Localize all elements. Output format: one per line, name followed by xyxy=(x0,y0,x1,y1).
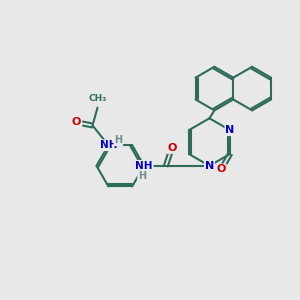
Text: N: N xyxy=(225,125,235,135)
Text: O: O xyxy=(216,164,226,174)
Text: H: H xyxy=(138,171,146,181)
Text: H: H xyxy=(114,135,122,145)
Text: NH: NH xyxy=(135,161,153,171)
Text: CH₃: CH₃ xyxy=(88,94,106,103)
Text: O: O xyxy=(167,143,176,153)
Text: N: N xyxy=(205,161,214,171)
Text: NH: NH xyxy=(100,140,117,150)
Text: O: O xyxy=(72,118,81,128)
